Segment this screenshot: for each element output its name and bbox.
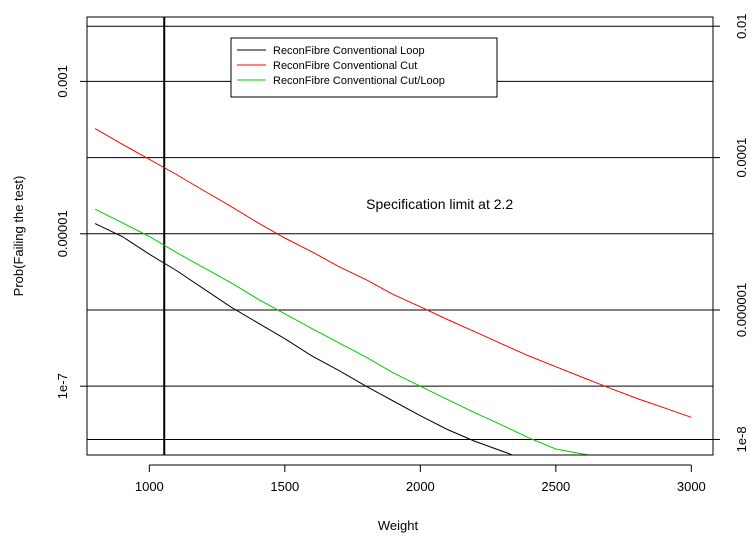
x-tick-label: 1500 — [270, 479, 299, 494]
series-line — [94, 208, 589, 456]
series-line — [94, 128, 692, 418]
series-lines — [94, 128, 692, 456]
series-line — [94, 223, 513, 456]
y-tick-label-right: 0.01 — [734, 14, 749, 39]
y-axis-left: 0.001 0.00001 1e-7 — [55, 65, 87, 399]
y-axis-right: 0.01 0.0001 0.000001 1e-8 — [713, 14, 749, 452]
annotation: Specification limit at 2.2 — [366, 196, 513, 212]
y-tick-label-right: 0.000001 — [734, 283, 749, 337]
plot-frame — [86, 16, 714, 456]
x-tick-label: 1000 — [135, 479, 164, 494]
x-axis-label: Weight — [378, 518, 419, 533]
y-axis-label: Prob(Failing the test) — [11, 176, 26, 297]
legend-label: ReconFibre Conventional Loop — [273, 45, 425, 57]
y-tick-label-left: 0.00001 — [55, 210, 70, 257]
x-tick-label: 2500 — [541, 479, 570, 494]
x-axis: 1000 1500 2000 2500 3000 — [135, 464, 706, 494]
x-tick-label: 2000 — [406, 479, 435, 494]
legend: ReconFibre Conventional Loop ReconFibre C… — [230, 37, 498, 98]
x-tick-label: 3000 — [677, 479, 706, 494]
legend-box — [230, 37, 498, 98]
y-tick-label-left: 1e-7 — [55, 373, 70, 399]
y-tick-label-left: 0.001 — [55, 65, 70, 98]
legend-label: ReconFibre Conventional Cut — [273, 60, 417, 72]
y-tick-label-right: 1e-8 — [734, 426, 749, 452]
legend-label: ReconFibre Conventional Cut/Loop — [273, 75, 445, 87]
gridlines — [87, 25, 713, 440]
y-tick-label-right: 0.0001 — [734, 138, 749, 178]
